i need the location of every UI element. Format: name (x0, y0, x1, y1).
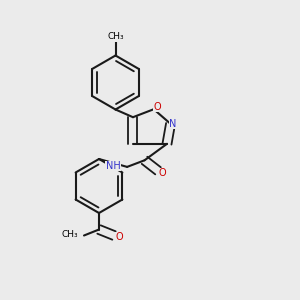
Text: N: N (169, 119, 177, 129)
Text: CH₃: CH₃ (107, 32, 124, 41)
Text: O: O (159, 168, 166, 178)
Text: O: O (116, 232, 123, 242)
Text: CH₃: CH₃ (62, 230, 79, 239)
Text: NH: NH (106, 161, 121, 171)
Text: O: O (154, 102, 161, 112)
